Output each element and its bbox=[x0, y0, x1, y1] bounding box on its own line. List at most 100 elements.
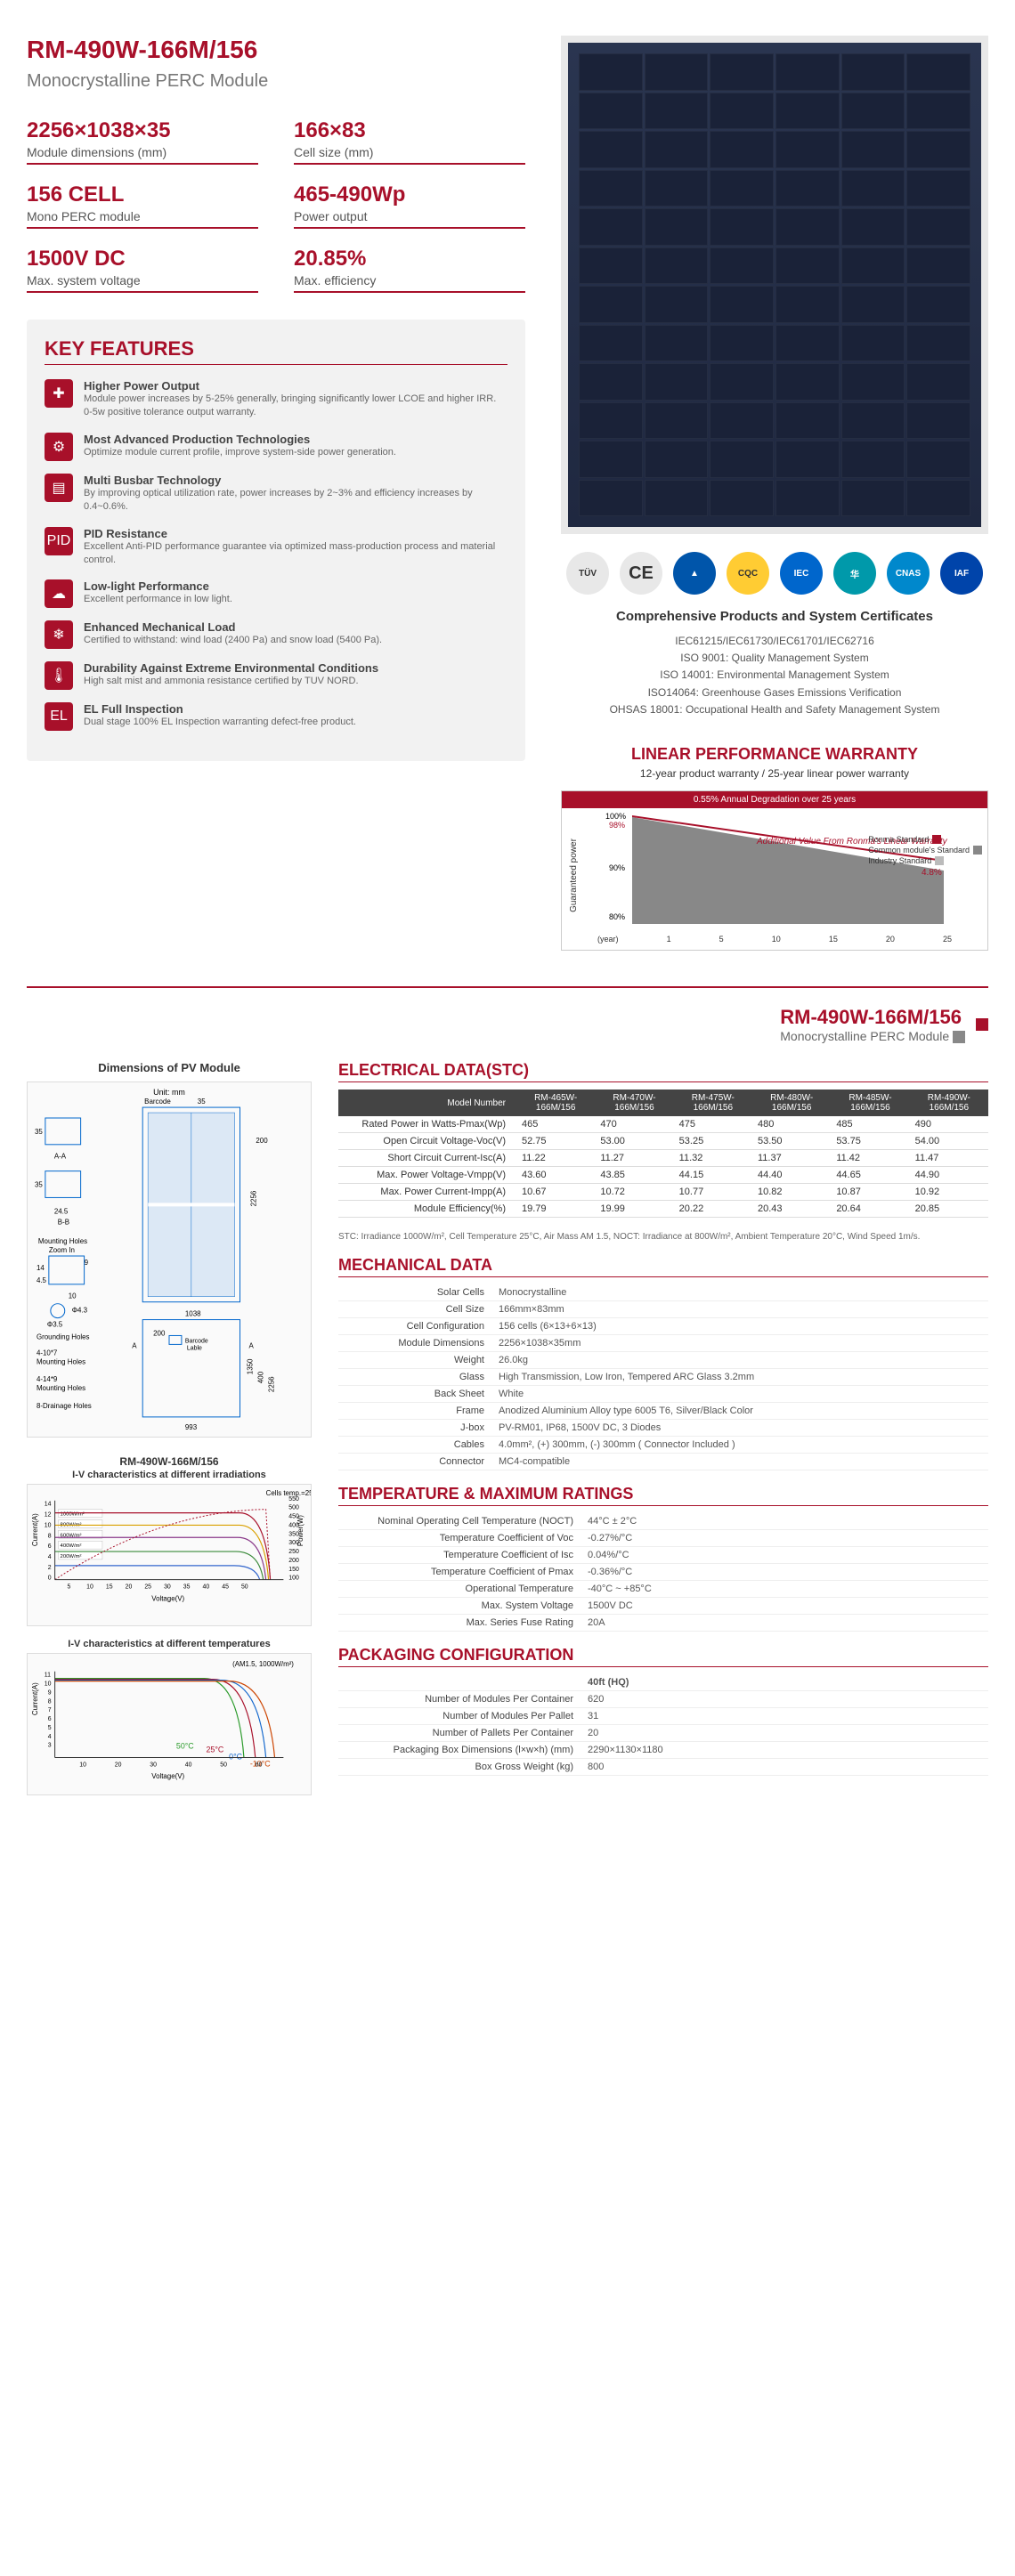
feature-item: 🌡Durability Against Extreme Environmenta… bbox=[45, 661, 508, 690]
data-row: Cables4.0mm², (+) 300mm, (-) 300mm ( Con… bbox=[338, 1437, 988, 1454]
data-row: Max. Series Fuse Rating20A bbox=[338, 1615, 988, 1632]
svg-text:400: 400 bbox=[256, 1372, 264, 1384]
feature-icon: ✚ bbox=[45, 379, 73, 408]
data-row: Solar CellsMonocrystalline bbox=[338, 1284, 988, 1301]
svg-text:5: 5 bbox=[48, 1725, 52, 1731]
svg-text:20: 20 bbox=[115, 1762, 122, 1769]
badge-tri: ▲ bbox=[673, 552, 716, 595]
page2-title: RM-490W-166M/156 bbox=[780, 1006, 965, 1029]
svg-text:8: 8 bbox=[48, 1533, 52, 1539]
svg-text:Mounting Holes: Mounting Holes bbox=[37, 1357, 85, 1365]
feature-item: ▤Multi Busbar TechnologyBy improving opt… bbox=[45, 474, 508, 514]
spec-item: 1500V DCMax. system voltage bbox=[27, 247, 258, 293]
svg-text:24.5: 24.5 bbox=[54, 1208, 69, 1216]
svg-text:(AM1.5, 1000W/m²): (AM1.5, 1000W/m²) bbox=[232, 1660, 294, 1668]
electrical-table: Model NumberRM-465W-166M/156RM-470W-166M… bbox=[338, 1090, 988, 1218]
svg-text:Barcode: Barcode bbox=[144, 1098, 171, 1106]
panel-image bbox=[561, 36, 988, 534]
feature-icon: 🌡 bbox=[45, 661, 73, 690]
feature-item: ☁Low-light PerformanceExcellent performa… bbox=[45, 579, 508, 608]
svg-text:Barcode: Barcode bbox=[185, 1339, 208, 1345]
svg-text:Lable: Lable bbox=[187, 1346, 202, 1352]
feature-icon: ❄ bbox=[45, 620, 73, 649]
badge-ce: CE bbox=[620, 552, 662, 595]
svg-text:8-Drainage Holes: 8-Drainage Holes bbox=[37, 1402, 92, 1410]
svg-text:10: 10 bbox=[45, 1681, 52, 1688]
cert-badges: TÜV CE ▲ CQC IEC 华 CNAS IAF bbox=[561, 552, 988, 595]
feature-item: ❄Enhanced Mechanical LoadCertified to wi… bbox=[45, 620, 508, 649]
svg-text:35: 35 bbox=[35, 1181, 43, 1189]
warranty-banner: 0.55% Annual Degradation over 25 years bbox=[562, 791, 987, 808]
svg-text:Current(A): Current(A) bbox=[31, 1513, 39, 1546]
data-row: Weight26.0kg bbox=[338, 1352, 988, 1369]
svg-text:14: 14 bbox=[37, 1264, 45, 1272]
feature-icon: PID bbox=[45, 527, 73, 555]
badge-cqc: CQC bbox=[727, 552, 769, 595]
data-row: Back SheetWhite bbox=[338, 1386, 988, 1403]
svg-text:0°C: 0°C bbox=[229, 1753, 242, 1762]
feature-item: ✚Higher Power OutputModule power increas… bbox=[45, 379, 508, 420]
svg-text:4-10*7: 4-10*7 bbox=[37, 1349, 58, 1357]
svg-text:Current(A): Current(A) bbox=[31, 1682, 39, 1715]
feature-icon: ▤ bbox=[45, 474, 73, 502]
pack-table: Number of Modules Per Container620Number… bbox=[338, 1691, 988, 1776]
data-row: Nominal Operating Cell Temperature (NOCT… bbox=[338, 1513, 988, 1530]
iv-chart-1: Cells temp.=25°C 141210 86420 5505004504… bbox=[27, 1484, 312, 1626]
svg-text:35: 35 bbox=[35, 1128, 43, 1136]
svg-text:50°C: 50°C bbox=[176, 1742, 194, 1751]
data-row: Operational Temperature-40°C ~ +85°C bbox=[338, 1581, 988, 1598]
svg-text:9: 9 bbox=[85, 1259, 89, 1267]
dimension-diagram: Unit: mm Barcode 35 200 2256 35 A-A 35 bbox=[27, 1081, 312, 1438]
data-row: Number of Pallets Per Container20 bbox=[338, 1725, 988, 1742]
svg-text:25: 25 bbox=[144, 1584, 151, 1591]
svg-text:400W/m²: 400W/m² bbox=[61, 1543, 82, 1549]
spec-item: 166×83Cell size (mm) bbox=[294, 118, 525, 165]
svg-text:Mounting Holes: Mounting Holes bbox=[38, 1237, 87, 1245]
svg-text:Φ3.5: Φ3.5 bbox=[47, 1321, 63, 1329]
data-row: Temperature Coefficient of Pmax-0.36%/°C bbox=[338, 1564, 988, 1581]
svg-text:A-A: A-A bbox=[54, 1153, 67, 1161]
feature-item: PIDPID ResistanceExcellent Anti-PID perf… bbox=[45, 527, 508, 568]
svg-text:2: 2 bbox=[48, 1565, 52, 1571]
svg-text:5: 5 bbox=[67, 1584, 70, 1591]
electrical-note: STC: Irradiance 1000W/m², Cell Temperatu… bbox=[338, 1232, 988, 1242]
features-heading: KEY FEATURES bbox=[45, 337, 508, 365]
svg-text:0: 0 bbox=[48, 1576, 52, 1582]
warranty-legend: Ronma Standard Common module's Standard … bbox=[868, 835, 982, 867]
svg-text:Mounting Holes: Mounting Holes bbox=[37, 1384, 85, 1392]
svg-text:11: 11 bbox=[45, 1673, 51, 1679]
data-row: Max. System Voltage1500V DC bbox=[338, 1598, 988, 1615]
iv-title-1: RM-490W-166M/156 bbox=[27, 1455, 312, 1468]
mechanical-title: MECHANICAL DATA bbox=[338, 1256, 988, 1277]
cert-title: Comprehensive Products and System Certif… bbox=[561, 609, 988, 624]
svg-text:90%: 90% bbox=[609, 863, 625, 872]
data-row: Temperature Coefficient of Isc0.04%/°C bbox=[338, 1547, 988, 1564]
svg-text:14: 14 bbox=[45, 1502, 52, 1508]
svg-text:1350: 1350 bbox=[246, 1358, 254, 1374]
data-row: Packaging Box Dimensions (l×w×h) (mm)229… bbox=[338, 1742, 988, 1759]
svg-text:60: 60 bbox=[256, 1762, 263, 1769]
features-box: KEY FEATURES ✚Higher Power OutputModule … bbox=[27, 320, 525, 761]
svg-text:6: 6 bbox=[48, 1543, 52, 1550]
svg-text:Voltage(V): Voltage(V) bbox=[151, 1595, 184, 1603]
svg-text:100: 100 bbox=[288, 1576, 299, 1582]
svg-text:150: 150 bbox=[288, 1567, 299, 1573]
svg-text:15: 15 bbox=[106, 1584, 113, 1591]
spec-item: 20.85%Max. efficiency bbox=[294, 247, 525, 293]
svg-text:10: 10 bbox=[79, 1762, 86, 1769]
svg-text:993: 993 bbox=[185, 1423, 198, 1431]
svg-text:200: 200 bbox=[256, 1137, 268, 1145]
warranty-y-label: Guaranteed power bbox=[569, 838, 579, 912]
svg-text:1038: 1038 bbox=[185, 1310, 201, 1318]
svg-text:80%: 80% bbox=[609, 912, 625, 921]
svg-text:2256: 2256 bbox=[249, 1190, 257, 1206]
data-row: ConnectorMC4-compatible bbox=[338, 1454, 988, 1470]
svg-text:Voltage(V): Voltage(V) bbox=[151, 1772, 184, 1780]
svg-text:30: 30 bbox=[150, 1762, 157, 1769]
specs-grid: 2256×1038×35Module dimensions (mm)166×83… bbox=[27, 118, 525, 293]
data-row: Number of Modules Per Pallet31 bbox=[338, 1708, 988, 1725]
svg-text:12: 12 bbox=[45, 1512, 52, 1519]
svg-text:10: 10 bbox=[86, 1584, 93, 1591]
feature-icon: ⚙ bbox=[45, 433, 73, 461]
svg-text:B-B: B-B bbox=[58, 1218, 69, 1226]
